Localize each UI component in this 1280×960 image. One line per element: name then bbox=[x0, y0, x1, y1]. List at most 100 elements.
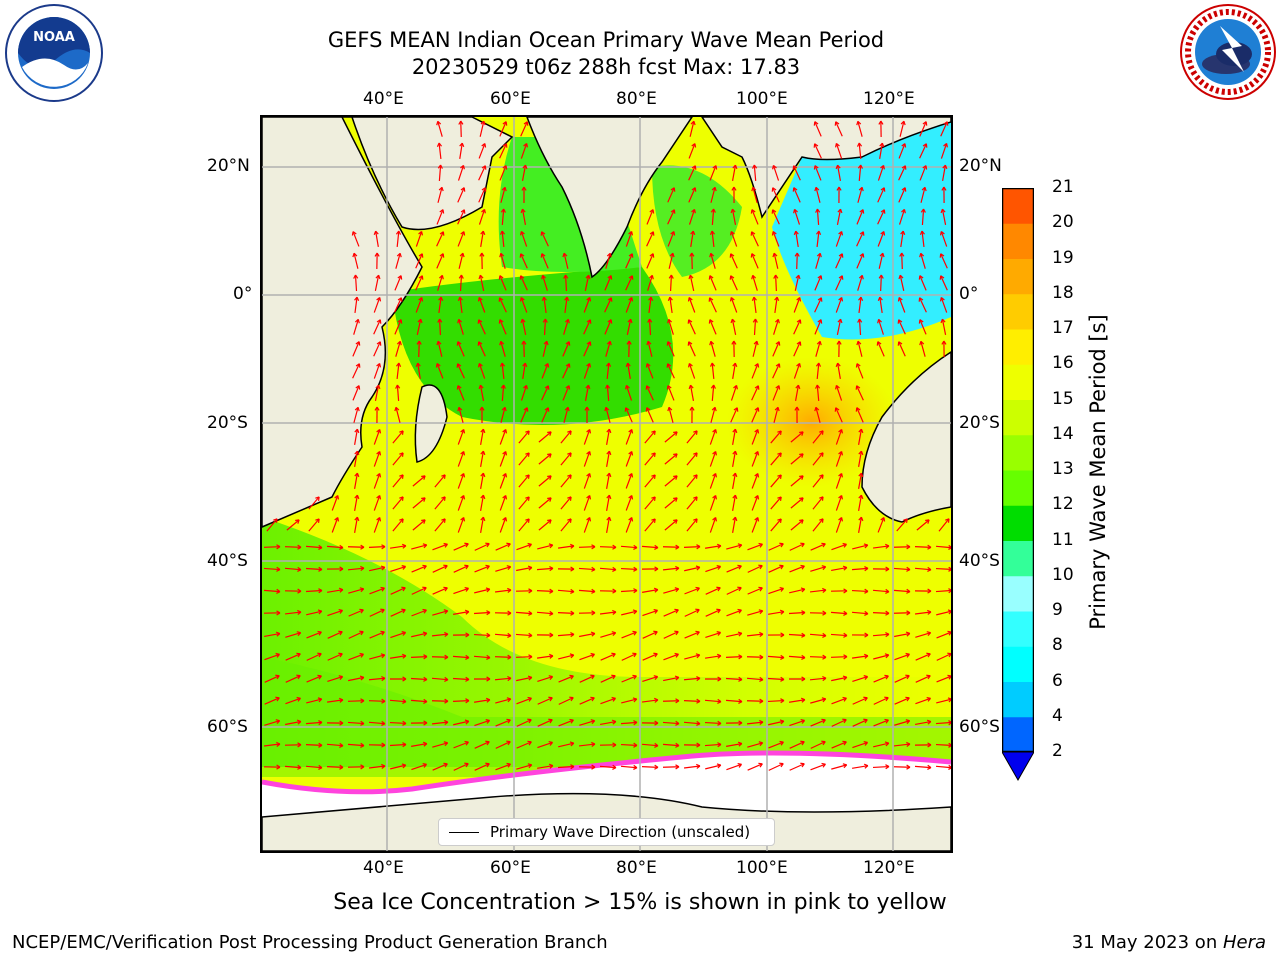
wave-arrowhead bbox=[525, 474, 530, 479]
wave-arrow bbox=[415, 253, 423, 269]
wave-arrow bbox=[852, 697, 868, 705]
wave-arrowhead bbox=[834, 142, 840, 148]
wave-arrowhead bbox=[381, 675, 386, 682]
wave-arrow bbox=[835, 297, 843, 313]
wave-arrowhead bbox=[777, 474, 782, 479]
wave-arrowhead bbox=[758, 741, 764, 747]
wave-arrow bbox=[501, 230, 505, 248]
wave-arrow bbox=[730, 253, 738, 269]
wave-arrow bbox=[520, 275, 528, 291]
wave-arrowhead bbox=[795, 274, 801, 280]
wave-arrow bbox=[704, 721, 722, 725]
wave-arrowhead bbox=[626, 340, 632, 345]
sea-ice-edge bbox=[262, 750, 951, 795]
wave-arrow bbox=[936, 610, 951, 616]
wave-arrow bbox=[520, 143, 528, 159]
wave-arrowhead bbox=[548, 675, 554, 680]
lat-label-right-0: 0° bbox=[959, 284, 979, 304]
maritime-continent-field bbox=[772, 117, 951, 340]
wave-arrowhead bbox=[738, 720, 743, 726]
wave-arrowhead bbox=[729, 297, 735, 302]
wave-arrow bbox=[437, 275, 443, 291]
wave-arrow bbox=[877, 187, 885, 203]
wave-arrowhead bbox=[460, 209, 466, 214]
colorbar-tick-label: 21 bbox=[1052, 177, 1074, 197]
wave-arrow bbox=[686, 496, 698, 510]
wave-arrowhead bbox=[884, 674, 889, 680]
wave-arrow bbox=[935, 721, 951, 725]
wave-arrow bbox=[940, 253, 948, 269]
wave-arrow bbox=[520, 231, 528, 247]
wave-arrowhead bbox=[717, 676, 722, 682]
wave-arrowhead bbox=[709, 252, 715, 258]
wave-arrowhead bbox=[792, 165, 798, 170]
wave-arrowhead bbox=[842, 565, 848, 571]
wave-arrowhead bbox=[905, 652, 910, 658]
wave-arrow bbox=[662, 700, 680, 702]
wave-arrowhead bbox=[353, 274, 359, 279]
wave-arrowhead bbox=[918, 319, 924, 324]
wave-arrow bbox=[285, 675, 301, 683]
wave-arrowhead bbox=[876, 341, 882, 346]
wave-arrow bbox=[495, 698, 511, 704]
map-panel[interactable]: Primary Wave Direction (unscaled) bbox=[260, 115, 953, 853]
wave-arrowhead bbox=[586, 495, 592, 500]
wave-arrow bbox=[686, 452, 698, 466]
wave-arrow bbox=[621, 653, 637, 661]
wave-arrow bbox=[478, 363, 486, 379]
wave-arrowhead bbox=[779, 762, 784, 768]
wave-arrow bbox=[354, 451, 358, 467]
wave-arrow bbox=[347, 700, 365, 702]
wave-arrowhead bbox=[501, 186, 507, 192]
wave-arrowhead bbox=[339, 720, 344, 726]
wave-arrow bbox=[751, 407, 759, 423]
wave-arrow bbox=[604, 275, 612, 291]
wave-arrow bbox=[688, 341, 696, 357]
wave-arrowhead bbox=[834, 121, 840, 126]
wave-arrow bbox=[815, 253, 821, 269]
sea-ice-note: Sea Ice Concentration > 15% is shown in … bbox=[333, 890, 947, 915]
wave-arrow bbox=[374, 275, 380, 291]
wave-arrowhead bbox=[940, 318, 946, 324]
wave-arrow bbox=[836, 209, 842, 225]
wave-arrowhead bbox=[651, 474, 656, 479]
wave-arrowhead bbox=[397, 319, 403, 324]
wave-arrow bbox=[578, 546, 596, 548]
wave-arrowhead bbox=[586, 473, 592, 478]
wave-arrow bbox=[753, 296, 757, 314]
wave-arrow bbox=[431, 633, 449, 637]
wave-arrowhead bbox=[507, 587, 512, 593]
wave-arrow bbox=[389, 743, 407, 747]
wave-arrowhead bbox=[380, 630, 385, 636]
wave-arrowhead bbox=[317, 630, 322, 636]
wave-arrowhead bbox=[689, 252, 695, 257]
wave-arrow bbox=[852, 544, 868, 550]
wave-arrowhead bbox=[897, 319, 903, 324]
wave-arrow bbox=[284, 546, 302, 548]
wave-arrowhead bbox=[628, 473, 634, 478]
wave-arrowhead bbox=[771, 187, 777, 192]
wave-arrowhead bbox=[506, 542, 511, 548]
wave-arrowhead bbox=[586, 341, 592, 346]
wave-arrowhead bbox=[926, 719, 932, 725]
lon-label-bottom-40e: 40°E bbox=[363, 858, 404, 878]
wave-arrow bbox=[520, 385, 528, 401]
wave-arrowhead bbox=[480, 120, 486, 126]
wave-arrowhead bbox=[460, 451, 466, 456]
wave-arrowhead bbox=[858, 450, 864, 456]
lat-label-right-40s: 40°S bbox=[959, 551, 1000, 571]
wave-arrow bbox=[915, 720, 931, 726]
wave-arrow bbox=[852, 719, 868, 727]
wave-arrow bbox=[327, 653, 343, 661]
wave-arrow bbox=[605, 407, 611, 423]
wave-arrow bbox=[392, 452, 404, 466]
wave-arrowhead bbox=[793, 230, 799, 236]
wave-arrow bbox=[914, 765, 932, 769]
wave-arrow bbox=[560, 496, 572, 510]
wave-arrowhead bbox=[939, 275, 945, 280]
wave-arrow bbox=[747, 543, 763, 551]
wave-arrow bbox=[775, 274, 777, 292]
wave-arrowhead bbox=[754, 451, 760, 456]
wave-arrowhead bbox=[570, 588, 575, 594]
wave-arrowhead bbox=[481, 187, 487, 192]
